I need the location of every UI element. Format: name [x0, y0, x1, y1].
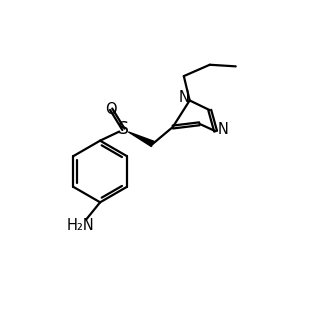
- Text: S: S: [118, 120, 129, 138]
- Text: N: N: [179, 90, 190, 105]
- Text: H₂N: H₂N: [67, 217, 94, 233]
- Text: N: N: [217, 122, 228, 137]
- Text: O: O: [105, 102, 117, 117]
- Polygon shape: [128, 132, 154, 147]
